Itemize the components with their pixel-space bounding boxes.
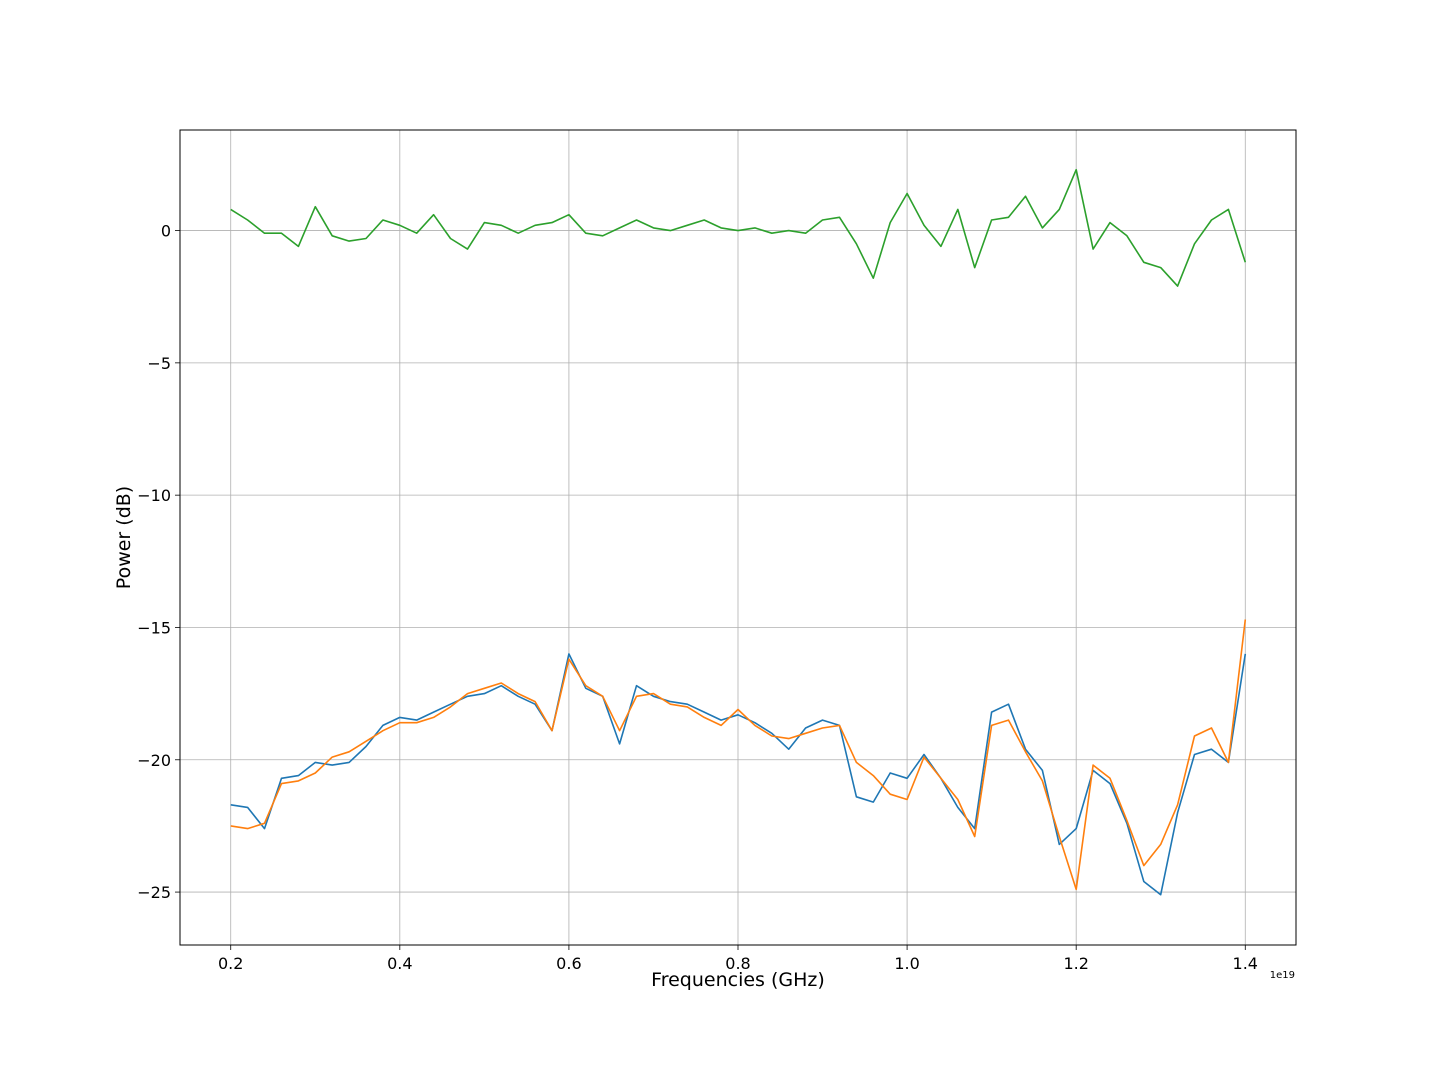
x-tick-label: 0.8 bbox=[725, 954, 750, 973]
y-tick-label: −10 bbox=[137, 486, 171, 505]
series-group bbox=[230, 168, 1247, 896]
x-tick-label: 1.2 bbox=[1063, 954, 1088, 973]
x-tick-label: 0.2 bbox=[218, 954, 243, 973]
x-tick-label: 0.6 bbox=[556, 954, 581, 973]
y-tick-label: −25 bbox=[137, 883, 171, 902]
x-tick-label: 1.4 bbox=[1233, 954, 1258, 973]
series-line-2 bbox=[230, 619, 1247, 891]
x-axis-title: Frequencies (GHz) bbox=[651, 969, 825, 991]
x-tick-label: 1.0 bbox=[894, 954, 919, 973]
series-line-3 bbox=[230, 168, 1247, 287]
axis-ticks: 0.2 0.4 0.6 0.8 1.0 1.2 1.4 0 −5 −10 −15 −20 −25 bbox=[137, 222, 1258, 973]
x-axis-offset-label: 1e19 bbox=[1270, 970, 1295, 981]
x-tick-label: 0.4 bbox=[387, 954, 412, 973]
y-axis-title: Power (dB) bbox=[113, 486, 135, 589]
y-tick-label: 0 bbox=[161, 222, 171, 241]
grid bbox=[180, 130, 1296, 945]
series-line-1 bbox=[230, 653, 1247, 896]
y-tick-label: −15 bbox=[137, 618, 171, 637]
y-tick-label: −5 bbox=[147, 354, 171, 373]
y-tick-label: −20 bbox=[137, 751, 171, 770]
